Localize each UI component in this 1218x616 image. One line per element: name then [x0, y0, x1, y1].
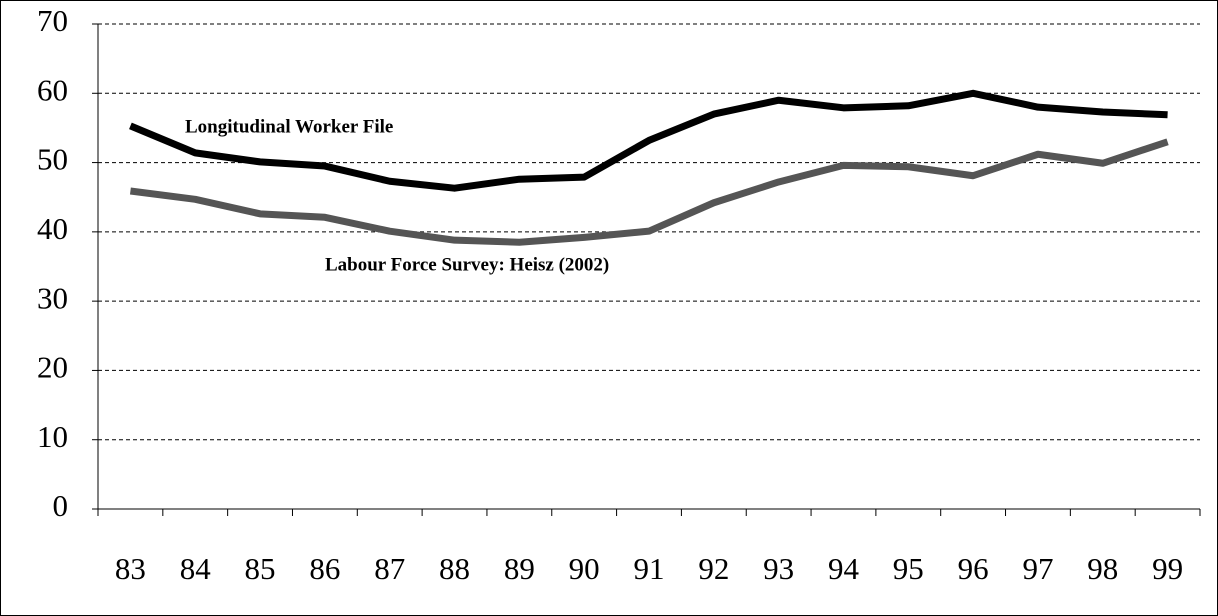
x-tick-label: 94: [828, 551, 860, 586]
x-tick-label: 96: [958, 551, 989, 586]
x-tick-label: 84: [180, 551, 212, 586]
y-tick-label: 20: [37, 350, 68, 385]
y-tick-label: 60: [37, 72, 68, 107]
y-tick-label: 10: [37, 419, 68, 454]
series-line: [129, 89, 1168, 192]
x-tick-label: 98: [1087, 551, 1118, 586]
x-tick-label: 95: [893, 551, 924, 586]
x-tick-label: 89: [504, 551, 535, 586]
x-tick-label: 91: [634, 551, 665, 586]
x-tick-label: 83: [115, 551, 146, 586]
y-tick-label: 0: [53, 488, 69, 523]
x-tick-label: 85: [245, 551, 276, 586]
x-tick-label: 88: [439, 551, 470, 586]
y-tick-label: 30: [37, 280, 68, 315]
y-tick-label: 50: [37, 142, 68, 177]
series-label: Labour Force Survey: Heisz (2002): [325, 254, 609, 275]
x-tick-label: 90: [569, 551, 600, 586]
series-line: [129, 138, 1169, 246]
x-tick-label: 92: [698, 551, 729, 586]
series-label: Longitudinal Worker File: [185, 116, 393, 137]
x-tick-label: 86: [309, 551, 340, 586]
x-tick-label: 93: [763, 551, 794, 586]
x-tick-label: 99: [1152, 551, 1183, 586]
x-tick-label: 97: [1022, 551, 1053, 586]
y-tick-label: 40: [37, 211, 68, 246]
x-tick-label: 87: [374, 551, 405, 586]
y-tick-label: 70: [37, 3, 68, 38]
